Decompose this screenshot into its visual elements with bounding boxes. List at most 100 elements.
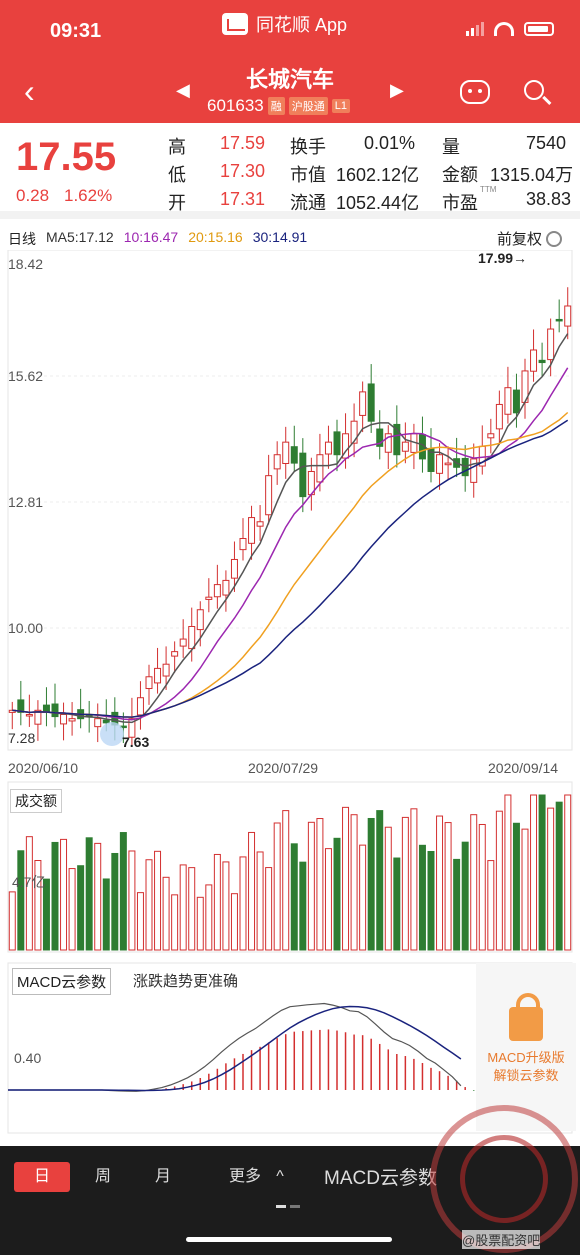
tab-day[interactable]: 日 — [14, 1162, 70, 1192]
candle-body — [188, 626, 196, 650]
home-indicator — [186, 1237, 392, 1242]
quote-label-pe: 市盈 — [442, 193, 478, 213]
next-stock-icon[interactable]: ▶ — [390, 80, 404, 100]
macd-unlock-panel[interactable]: MACD升级版 解锁云参数 — [476, 963, 576, 1131]
candle-body — [436, 454, 444, 474]
volume-bar — [324, 848, 332, 951]
quote-label-high: 高 — [168, 137, 186, 157]
lock-icon — [509, 993, 543, 1041]
macd-title[interactable]: MACD云参数 — [12, 968, 112, 995]
volume-title[interactable]: 成交额 — [10, 789, 62, 813]
date-end: 2020/09/14 — [488, 760, 559, 776]
volume-bar — [504, 794, 512, 951]
prev-stock-icon[interactable]: ◀ — [176, 80, 190, 100]
candle-body — [102, 719, 110, 724]
volume-bar — [316, 818, 324, 951]
volume-bar — [418, 844, 426, 951]
adjust-label: 前复权 — [497, 231, 543, 248]
tab-more[interactable]: 更多 — [228, 1168, 261, 1185]
candle-body — [265, 475, 273, 516]
price-change: 0.28 — [16, 186, 50, 205]
lock-line2: 解锁云参数 — [493, 1068, 559, 1083]
volume-bar — [495, 810, 503, 951]
volume-bar — [85, 837, 93, 951]
robot-assistant-icon[interactable] — [460, 80, 490, 104]
volume-bar — [461, 841, 469, 951]
quote-label-pe-sup: TTM — [480, 185, 497, 194]
price-change-pct: 1.62% — [64, 186, 113, 205]
quote-panel: 17.55 0.28 1.62% 高 17.59 低 17.30 开 17.31… — [0, 123, 580, 219]
ma5-label: MA5:17.12 — [46, 229, 114, 245]
candle-body — [384, 433, 392, 453]
y-tick-4: 10.00 — [8, 620, 44, 636]
volume-bar — [94, 842, 102, 951]
quote-label-turnover: 换手 — [290, 137, 326, 157]
ma30-line — [12, 419, 569, 718]
candle-body — [128, 718, 136, 738]
gear-icon[interactable] — [546, 230, 563, 247]
volume-bar — [487, 860, 495, 951]
candle-body — [555, 318, 563, 322]
volume-bar — [51, 841, 59, 951]
volume-bar — [530, 794, 538, 951]
volume-bar — [453, 858, 461, 951]
macd-dea-line — [8, 1005, 462, 1092]
chevron-up-icon[interactable]: ^ — [276, 1168, 284, 1185]
quote-label-float: 流通 — [290, 193, 326, 213]
volume-bar — [512, 822, 520, 951]
period-label[interactable]: 日线 — [8, 231, 36, 247]
low-mark-label: 7.63 — [122, 734, 150, 750]
candle-body — [393, 423, 401, 456]
tab-month[interactable]: 月 — [154, 1168, 171, 1185]
low-price-label: 7.28 — [8, 730, 36, 746]
ma10-line — [12, 367, 569, 721]
date-start: 2020/06/10 — [8, 760, 79, 776]
quote-value-float: 1052.44亿 — [336, 193, 420, 213]
candle-body — [290, 446, 298, 464]
candle-body — [530, 349, 538, 372]
quote-label-amount: 金额 — [442, 165, 478, 185]
ma5-line — [12, 333, 569, 724]
kline-chart[interactable] — [0, 250, 580, 1146]
volume-bar — [299, 861, 307, 951]
volume-bar — [521, 828, 529, 951]
signal-icon — [466, 22, 484, 36]
status-icons — [466, 22, 554, 36]
lock-line1: MACD升级版 — [487, 1050, 565, 1065]
quote-value-amount: 1315.04万 — [490, 165, 574, 185]
volume-bar — [179, 864, 187, 951]
volume-bar — [8, 891, 16, 951]
volume-bar — [162, 876, 170, 951]
volume-bar — [230, 893, 238, 951]
volume-bar — [376, 810, 384, 951]
quote-value-volume: 7540 — [526, 133, 567, 153]
candle-body — [470, 458, 478, 483]
quote-label-volume: 量 — [442, 137, 460, 157]
volume-bar — [239, 856, 247, 951]
stock-code: 601633 — [207, 96, 264, 115]
watermark-text: @股票配资吧 — [462, 1230, 541, 1249]
volume-bar — [265, 867, 273, 951]
volume-bar — [154, 850, 162, 951]
battery-icon — [524, 22, 554, 36]
volume-bar — [470, 814, 478, 951]
candle-body — [512, 389, 520, 414]
y-tick-3: 12.81 — [8, 494, 44, 510]
quote-value-low: 17.30 — [220, 161, 266, 181]
search-icon[interactable] — [524, 80, 544, 100]
back-icon[interactable]: ‹ — [24, 73, 35, 109]
volume-bar — [444, 822, 452, 951]
bottom-macd-label[interactable]: MACD云参数 — [324, 1168, 437, 1189]
candle-body — [444, 462, 452, 466]
candle-body — [495, 403, 503, 430]
candle-body — [282, 441, 290, 464]
quote-value-mktcap: 1602.12亿 — [336, 165, 420, 185]
candle-body — [487, 433, 495, 439]
macd-tick: 0.40 — [14, 1050, 42, 1066]
volume-bar — [42, 878, 50, 951]
volume-bar — [136, 892, 144, 951]
volume-bar — [384, 826, 392, 951]
tab-week[interactable]: 周 — [94, 1168, 111, 1185]
volume-bar — [248, 831, 256, 951]
adjust-selector[interactable]: 前复权 — [497, 228, 563, 249]
